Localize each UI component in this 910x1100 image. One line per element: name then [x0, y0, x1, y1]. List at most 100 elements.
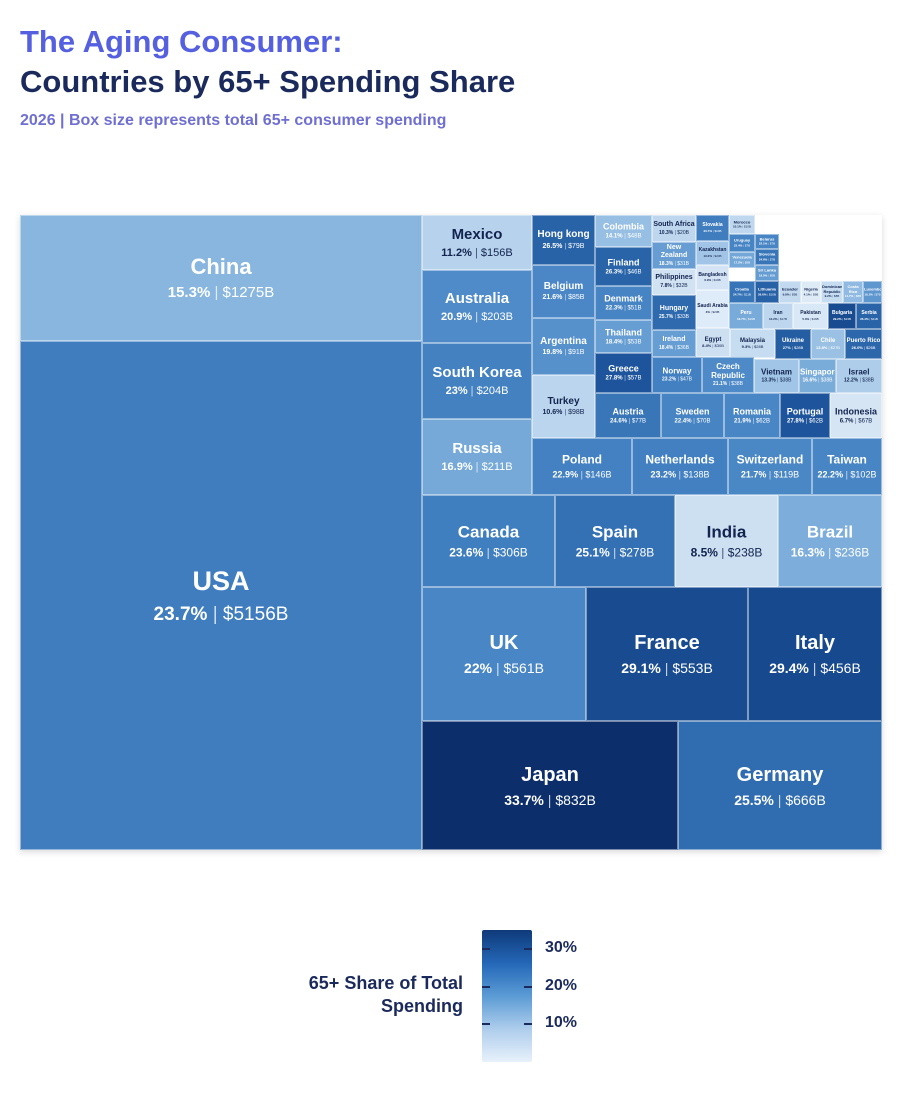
tile-value-label: 21.7% | $119B [740, 469, 800, 480]
tile-value-label: 6.7% | $67B [839, 418, 873, 425]
tile-value-label: 14.1% | $48B [605, 233, 642, 240]
treemap-tile-denmark: Denmark 22.3% | $51B [595, 286, 652, 320]
tile-spend-value: $26B [866, 344, 876, 350]
treemap-tile-australia: Australia 20.9% | $203B [422, 270, 532, 343]
tile-value-label: 26.5% | $79B [542, 242, 585, 250]
tile-spend-value: $11B [744, 292, 751, 297]
tile-value-label: 6.9% | $19B [704, 278, 721, 283]
tile-spend-value: $20B [712, 309, 720, 314]
tile-spend-value: $306B [493, 544, 528, 559]
tile-country-label: Dominican Republic [822, 284, 843, 294]
tile-country-label: Turkey [547, 395, 580, 407]
tile-share-value: 13.3% [761, 377, 776, 384]
tile-value-label: 13.3% | $38B [761, 377, 792, 384]
treemap-tile-bulgaria: Bulgaria 29.2% | $13B [828, 303, 856, 329]
tile-share-value: 26.3% [605, 269, 623, 276]
tile-share-value: 25.7% [659, 313, 674, 320]
tile-country-label: India [706, 522, 747, 542]
tile-spend-value: $236B [834, 544, 870, 559]
tile-value-label: 25.5% | $666B [734, 791, 826, 808]
treemap-tile-ireland: Ireland 18.4% | $36B [652, 330, 696, 357]
tile-spend-value: $17B [779, 316, 787, 321]
legend-tick-mark [482, 985, 490, 988]
tile-country-label: Argentina [540, 335, 587, 347]
tile-spend-value: $10B [743, 224, 751, 229]
tile-spend-value: $211B [481, 461, 513, 474]
tile-value-label: 15.3% | $1275B [167, 284, 275, 302]
treemap-tile-new-zealand: New Zealand 18.3% | $31B [652, 242, 696, 269]
tile-share-value: 24.7% [733, 292, 742, 297]
tile-value-label: 9.2% | $8B [824, 294, 840, 299]
tile-spend-value: $47B [680, 376, 692, 383]
tile-share-value: 16.6% [802, 377, 817, 384]
tile-share-value: 21.9% [734, 418, 752, 425]
tile-share-value: 18.5% [758, 273, 768, 278]
tile-value-label: 29.2% | $13B [833, 316, 851, 321]
tile-value-label: 9.8% | $9B [782, 292, 798, 297]
tile-value-label: 26.4% | $11B [860, 316, 878, 321]
tile-share-value: 6.7% [839, 418, 854, 425]
tile-country-label: UK [489, 631, 519, 654]
tile-spend-value: $38B [820, 377, 833, 384]
tile-country-label: Denmark [604, 293, 643, 304]
treemap-tile-india: India 8.5% | $238B [675, 495, 778, 587]
treemap-tile-hungary: Hungary 25.7% | $33B [652, 295, 696, 330]
tile-country-label: Finland [607, 256, 640, 267]
tile-value-label: 16.7% | $19B [737, 316, 755, 321]
tile-value-label: 25.7% | $33B [659, 313, 689, 320]
tile-share-value: 29.4% [769, 659, 809, 676]
tile-country-label: Belgium [543, 280, 584, 292]
tile-share-value: 9.8% [782, 292, 790, 297]
tile-spend-value: $38B [731, 381, 743, 388]
tile-share-value: 26.4% [860, 316, 869, 321]
tile-share-value: 5.3% [802, 316, 810, 321]
tile-value-label: 27.8% | $62B [787, 418, 823, 425]
tile-spend-value: $6B [744, 260, 751, 265]
tile-spend-value: $832B [555, 791, 596, 808]
tile-country-label: Pakistan [800, 309, 821, 316]
tile-share-value: 22.3% [605, 305, 623, 312]
tile-value-label: 23% | $204B [445, 385, 509, 398]
tile-spend-value: $146B [585, 469, 612, 480]
tile-share-value: 22.1% [758, 241, 768, 246]
tile-share-value: 23.6% [449, 544, 484, 559]
tile-share-value: 22.4% [733, 243, 743, 248]
tile-spend-value: $28B [793, 344, 804, 350]
tile-country-label: Netherlands [645, 451, 715, 466]
tile-value-label: 18.4% | $36B [659, 344, 689, 351]
tile-value-label: 4% | $20B [705, 309, 720, 314]
tile-share-value: 27.8% [787, 418, 805, 425]
tile-value-label: 20.9% | $203B [441, 310, 513, 323]
treemap-tile-portugal: Portugal 27.8% | $62B [780, 393, 830, 438]
tile-country-label: Portugal [786, 405, 824, 416]
tile-spend-value: $278B [619, 544, 655, 559]
tile-share-value: 9.3% [741, 344, 751, 350]
treemap-tile-hong-kong: Hong kong 26.5% | $79B [532, 215, 595, 265]
treemap-tile-saudi-arabia: Saudi Arabia 4% | $20B [696, 290, 729, 328]
tile-country-label: Malaysia [739, 337, 766, 344]
tile-share-value: 12.2% [844, 377, 859, 384]
treemap-tile-costa-rica: Costa Rica 14.7% | $8B [843, 281, 863, 303]
treemap-tile-greece: Greece 27.8% | $57B [595, 353, 652, 393]
tile-share-value: 16.7% [737, 316, 746, 321]
tile-share-value: 4% [705, 309, 710, 314]
tile-value-label: 24.7% | $11B [733, 292, 751, 297]
tile-value-label: 23.7% | $10B [703, 228, 722, 233]
tile-share-value: 8.4% [702, 343, 712, 349]
treemap-tile-argentina: Argentina 19.8% | $91B [532, 318, 595, 375]
tile-value-label: 13.8% | $27B [816, 344, 840, 350]
tile-share-value: 10.6% [542, 409, 563, 417]
tile-country-label: USA [192, 565, 250, 596]
treemap-tile-mexico: Mexico 11.2% | $156B [422, 215, 532, 270]
tile-value-label: 16.9% | $211B [441, 461, 513, 474]
tile-country-label: Croatia [735, 286, 749, 292]
treemap-tile-south-korea: South Korea 23% | $204B [422, 343, 532, 419]
tile-share-value: 24.6% [610, 418, 628, 425]
tile-share-value: 22.4% [674, 418, 692, 425]
tile-country-label: Lithuania [758, 286, 776, 292]
tile-spend-value: $666B [785, 791, 826, 808]
treemap-tile-germany: Germany 25.5% | $666B [678, 721, 882, 850]
legend-tick-mark [524, 1023, 532, 1026]
tile-share-value: 23.7% [153, 603, 208, 625]
tile-country-label: Canada [457, 522, 520, 542]
